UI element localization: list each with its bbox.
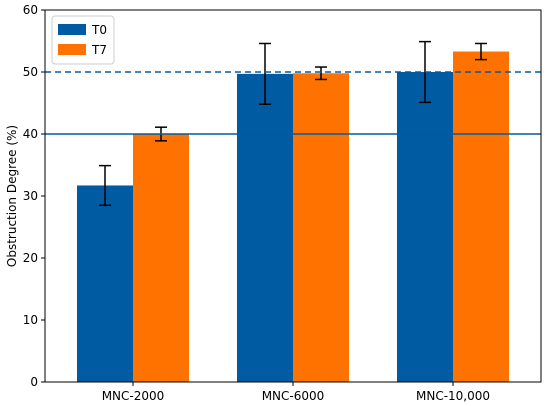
reference-lines-layer [45, 71, 541, 135]
y-tick-label: 30 [23, 189, 38, 203]
y-tick-label: 20 [23, 251, 38, 265]
legend-label-t7: T7 [91, 43, 107, 57]
errorbars-layer [99, 40, 487, 207]
bar-t7-0 [133, 134, 189, 382]
legend-swatch-t0 [58, 24, 86, 35]
y-tick-label: 10 [23, 313, 38, 327]
bar-t0-2 [397, 72, 453, 382]
y-tick-label: 50 [23, 65, 38, 79]
bar-t7-2 [453, 51, 509, 382]
y-tick-label: 40 [23, 127, 38, 141]
y-axis: 0 10 20 30 40 50 60 [23, 3, 45, 389]
x-tick-label: MNC-2000 [102, 389, 165, 403]
x-axis: MNC-2000 MNC-6000 MNC-10,000 [102, 382, 490, 403]
x-tick-label: MNC-10,000 [416, 389, 490, 403]
bars-layer [77, 51, 509, 383]
bar-t7-1 [293, 73, 349, 383]
legend-swatch-t7 [58, 44, 86, 55]
bar-t0-1 [237, 73, 293, 383]
legend: T0 T7 [51, 15, 115, 65]
y-tick-label: 0 [30, 375, 38, 389]
legend-label-t0: T0 [91, 23, 107, 37]
y-axis-label: Obstruction Degree (%) [5, 125, 19, 267]
x-tick-label: MNC-6000 [262, 389, 325, 403]
y-tick-label: 60 [23, 3, 38, 17]
bar-t0-0 [77, 185, 133, 382]
